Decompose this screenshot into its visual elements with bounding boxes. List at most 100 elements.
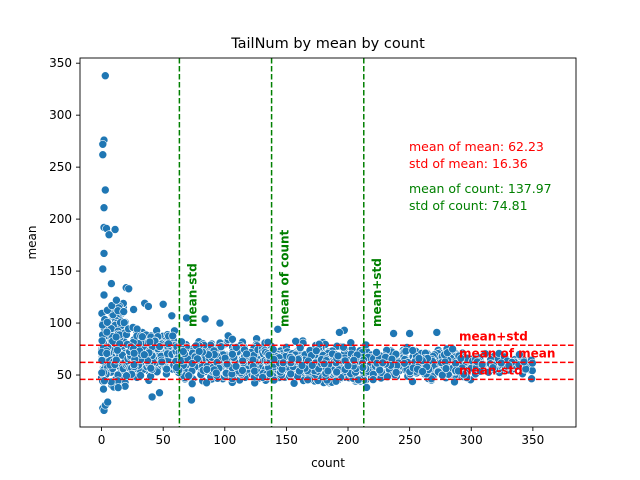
horizontal-reference-label: mean of mean bbox=[459, 346, 555, 360]
data-point bbox=[418, 367, 427, 376]
data-point bbox=[104, 230, 114, 239]
count-stat-annotation: mean of count: 137.97 bbox=[409, 181, 552, 196]
data-point bbox=[202, 365, 212, 374]
data-point bbox=[155, 388, 164, 398]
data-point bbox=[97, 336, 107, 346]
chart-title: TailNum by mean by count bbox=[230, 36, 425, 52]
data-point bbox=[99, 203, 109, 212]
data-point bbox=[372, 348, 381, 357]
data-point bbox=[222, 359, 232, 369]
data-point bbox=[339, 342, 348, 352]
mean-stat-annotation: mean of mean: 62.23 bbox=[409, 139, 544, 154]
data-point bbox=[454, 366, 463, 376]
x-tick-label: 200 bbox=[337, 433, 360, 447]
data-point bbox=[265, 369, 275, 379]
data-point bbox=[98, 150, 108, 159]
data-point bbox=[101, 71, 110, 80]
data-point bbox=[521, 364, 531, 374]
data-point bbox=[405, 329, 414, 338]
x-axis-ticks: 0 50 100 150 200 250 300 350 bbox=[98, 427, 544, 447]
data-point bbox=[110, 225, 120, 234]
data-point bbox=[99, 384, 108, 394]
data-point bbox=[97, 356, 107, 365]
data-point bbox=[147, 392, 157, 402]
count-stat-annotation: std of count: 74.81 bbox=[409, 198, 528, 213]
mean-stat-annotation: std of mean: 16.36 bbox=[409, 156, 528, 171]
data-point bbox=[448, 344, 457, 354]
data-point bbox=[358, 363, 368, 372]
data-point bbox=[286, 369, 296, 379]
data-point bbox=[119, 307, 128, 316]
data-point bbox=[113, 383, 123, 392]
data-point bbox=[111, 332, 121, 342]
data-point bbox=[102, 327, 112, 337]
data-point bbox=[112, 295, 121, 305]
data-point bbox=[515, 350, 524, 359]
data-point bbox=[155, 342, 164, 351]
data-point bbox=[408, 346, 418, 355]
plot-frame bbox=[79, 57, 577, 428]
x-tick-label: 350 bbox=[521, 433, 544, 447]
data-point bbox=[113, 345, 122, 355]
horizontal-reference-label: mean+std bbox=[459, 329, 528, 343]
data-point bbox=[168, 331, 177, 341]
data-point bbox=[187, 395, 196, 405]
y-tick-label: 300 bbox=[49, 108, 72, 122]
data-point bbox=[289, 378, 299, 388]
data-point bbox=[297, 361, 307, 370]
data-point bbox=[99, 249, 109, 258]
data-point bbox=[335, 328, 344, 337]
data-point bbox=[145, 337, 155, 347]
data-point bbox=[258, 373, 267, 382]
y-tick-label: 100 bbox=[49, 316, 72, 330]
data-point bbox=[231, 361, 241, 371]
data-point bbox=[400, 358, 409, 368]
data-point bbox=[136, 371, 145, 380]
y-tick-label: 250 bbox=[49, 160, 72, 174]
stats-annotations: mean of mean: 62.23 std of mean: 16.36 mea… bbox=[409, 139, 552, 213]
data-point bbox=[179, 347, 188, 356]
data-point bbox=[432, 328, 442, 337]
data-point bbox=[162, 364, 171, 374]
data-point bbox=[103, 317, 112, 327]
data-point bbox=[238, 356, 247, 366]
data-point bbox=[120, 381, 130, 391]
data-point bbox=[441, 364, 451, 373]
data-point bbox=[98, 140, 108, 149]
data-point bbox=[184, 371, 193, 381]
reference-labels: mean-std mean of count mean+std mean+std mea… bbox=[185, 229, 555, 377]
y-tick-label: 350 bbox=[49, 56, 72, 70]
x-tick-label: 300 bbox=[460, 433, 483, 447]
data-point bbox=[488, 363, 498, 373]
data-point bbox=[129, 305, 138, 314]
vertical-reference-label: mean+std bbox=[370, 258, 384, 327]
data-point bbox=[216, 342, 226, 352]
x-tick-label: 250 bbox=[398, 433, 421, 447]
data-point bbox=[138, 332, 147, 342]
data-point bbox=[164, 339, 173, 349]
x-tick-label: 100 bbox=[213, 433, 236, 447]
reference-lines bbox=[80, 58, 576, 427]
vertical-reference-label: mean-std bbox=[185, 263, 199, 327]
data-point bbox=[202, 378, 211, 388]
y-axis-ticks: 50 100 150 200 250 300 350 bbox=[49, 56, 80, 382]
data-point bbox=[242, 349, 251, 359]
data-point bbox=[200, 314, 210, 324]
data-point bbox=[194, 347, 204, 356]
horizontal-reference-label: mean-std bbox=[459, 363, 523, 377]
x-tick-label: 0 bbox=[98, 433, 106, 447]
data-point bbox=[182, 313, 191, 323]
data-point bbox=[311, 346, 321, 356]
data-point bbox=[172, 363, 181, 372]
data-point bbox=[129, 348, 139, 358]
data-point bbox=[97, 368, 107, 378]
data-point bbox=[187, 359, 197, 368]
x-axis-label: count bbox=[311, 456, 345, 470]
y-tick-label: 150 bbox=[49, 264, 72, 278]
data-point bbox=[103, 397, 112, 407]
x-tick-label: 50 bbox=[156, 433, 171, 447]
data-point bbox=[107, 279, 116, 288]
y-tick-label: 200 bbox=[49, 212, 72, 226]
data-point bbox=[187, 379, 197, 389]
y-tick-label: 50 bbox=[57, 368, 72, 382]
